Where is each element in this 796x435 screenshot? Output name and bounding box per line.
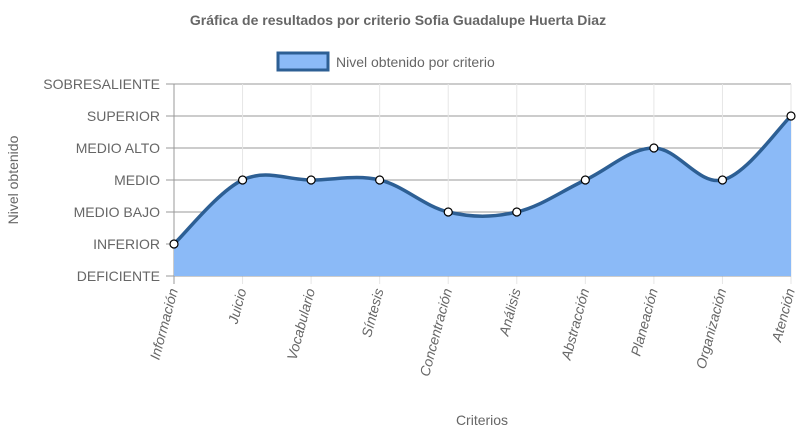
- y-tick-label: SUPERIOR: [87, 108, 160, 124]
- series-line: [172, 114, 793, 246]
- data-point[interactable]: [237, 175, 248, 185]
- y-tick-label: DEFICIENTE: [77, 268, 160, 284]
- x-tick-label: Vocabulario: [284, 286, 319, 361]
- data-point[interactable]: [443, 207, 453, 217]
- series-area: [174, 116, 791, 276]
- x-tick-label: Información: [147, 286, 181, 361]
- x-tick-label: Abstracción: [558, 286, 593, 362]
- x-axis: Información Juicio Vocabulario Síntesis Conc…: [147, 286, 796, 378]
- x-tick-label: Juicio: [224, 286, 249, 326]
- data-point[interactable]: [717, 175, 728, 185]
- y-tick-label: MEDIO ALTO: [76, 140, 160, 156]
- y-tick-label: MEDIO BAJO: [74, 204, 160, 220]
- x-tick-label: Planeación: [627, 286, 660, 357]
- x-axis-label: Criterios: [456, 412, 508, 428]
- y-tick-label: INFERIOR: [93, 236, 160, 252]
- x-tick-label: Concentración: [416, 286, 455, 378]
- y-axis: DEFICIENTE INFERIOR MEDIO BAJO MEDIO MEDIO A…: [43, 76, 160, 284]
- x-tick-label: Análisis: [495, 287, 523, 339]
- y-tick-label: MEDIO: [114, 172, 160, 188]
- data-point[interactable]: [306, 175, 316, 185]
- data-point[interactable]: [649, 143, 659, 153]
- data-point[interactable]: [169, 239, 179, 249]
- plot-area: [169, 111, 796, 276]
- y-tick-label: SOBRESALIENTE: [43, 76, 160, 92]
- legend[interactable]: Nivel obtenido por criterio: [276, 51, 495, 72]
- x-tick-label: Síntesis: [358, 287, 386, 339]
- data-point[interactable]: [786, 111, 796, 121]
- data-point[interactable]: [375, 175, 385, 185]
- data-point[interactable]: [580, 175, 590, 185]
- chart-title: Gráfica de resultados por criterio Sofia…: [190, 12, 606, 28]
- legend-swatch: [276, 51, 330, 72]
- legend-label: Nivel obtenido por criterio: [336, 54, 495, 70]
- x-tick-label: Organización: [693, 286, 730, 370]
- x-tick-label: Atención: [768, 286, 796, 344]
- data-point[interactable]: [512, 207, 522, 217]
- y-axis-label: Nivel obtenido: [5, 135, 21, 224]
